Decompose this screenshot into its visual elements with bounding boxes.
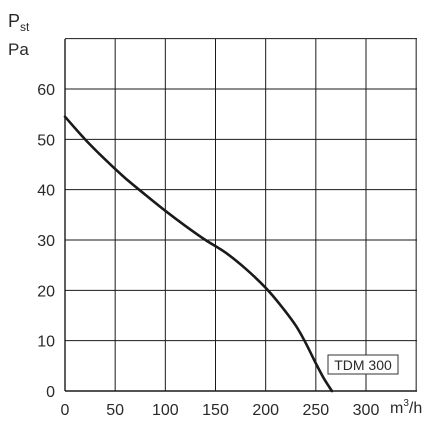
y-axis-label: Pst	[8, 11, 30, 34]
y-tick-label: 10	[37, 334, 55, 351]
x-tick-label: 150	[202, 402, 229, 419]
x-tick-label: 200	[252, 402, 279, 419]
y-tick-label: 20	[37, 283, 55, 300]
y-axis-unit: Pa	[8, 40, 29, 59]
legend-label: TDM 300	[334, 357, 392, 373]
legend-box: TDM 300	[327, 354, 399, 375]
y-tick-label: 40	[37, 183, 55, 200]
x-tick-label: 100	[152, 402, 179, 419]
x-tick-label: 300	[353, 402, 380, 419]
y-tick-label: 50	[37, 132, 55, 149]
x-tick-label: 50	[106, 402, 124, 419]
series-line-tdm-300	[63, 115, 334, 393]
x-axis-unit: m3/h	[390, 398, 422, 417]
x-tick-label: 250	[302, 402, 329, 419]
y-tick-label: 30	[37, 233, 55, 250]
x-tick-label: 0	[61, 402, 70, 419]
y-tick-label: 60	[37, 82, 55, 99]
y-tick-label: 0	[46, 384, 55, 401]
